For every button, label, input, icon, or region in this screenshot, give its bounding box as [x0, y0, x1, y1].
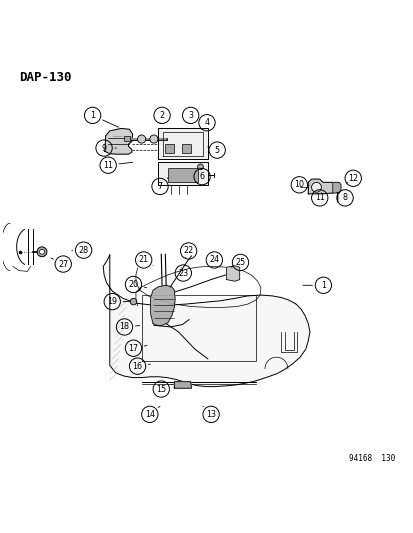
Polygon shape — [332, 182, 340, 193]
Text: 6: 6 — [199, 172, 204, 181]
Circle shape — [130, 298, 136, 305]
Polygon shape — [103, 255, 309, 386]
Text: 1: 1 — [90, 111, 95, 120]
Text: 4: 4 — [204, 118, 209, 127]
Polygon shape — [104, 128, 132, 154]
Text: 12: 12 — [347, 174, 357, 183]
Polygon shape — [158, 162, 207, 185]
Text: 21: 21 — [138, 255, 148, 264]
Text: 27: 27 — [58, 260, 68, 269]
Text: 14: 14 — [145, 410, 154, 419]
Text: 24: 24 — [209, 255, 219, 264]
Circle shape — [150, 135, 158, 143]
Text: 8: 8 — [342, 193, 347, 203]
Text: 7: 7 — [157, 182, 162, 191]
Text: 10: 10 — [294, 180, 304, 189]
Text: 22: 22 — [183, 246, 193, 255]
Text: 28: 28 — [78, 246, 88, 255]
Polygon shape — [226, 265, 239, 281]
Text: 2: 2 — [159, 111, 164, 120]
Text: DAP-130: DAP-130 — [19, 71, 71, 84]
Text: 1: 1 — [320, 281, 325, 290]
Text: 19: 19 — [107, 297, 117, 306]
Polygon shape — [174, 382, 191, 388]
Polygon shape — [182, 144, 191, 153]
Text: 25: 25 — [235, 258, 245, 267]
Text: 15: 15 — [156, 384, 166, 393]
Polygon shape — [165, 144, 174, 153]
Polygon shape — [123, 136, 130, 141]
Text: 20: 20 — [128, 280, 138, 289]
Polygon shape — [150, 285, 175, 325]
Polygon shape — [167, 168, 197, 182]
Text: 9: 9 — [101, 143, 107, 152]
Circle shape — [137, 135, 145, 143]
Text: 13: 13 — [206, 410, 216, 419]
Text: 5: 5 — [214, 146, 219, 155]
Text: 3: 3 — [188, 111, 193, 120]
Circle shape — [37, 247, 47, 257]
Text: 18: 18 — [119, 322, 129, 332]
Text: 17: 17 — [128, 344, 138, 353]
Text: 94168  130: 94168 130 — [348, 454, 394, 463]
Polygon shape — [158, 128, 207, 159]
Text: 11: 11 — [314, 193, 324, 203]
Circle shape — [40, 249, 44, 254]
Circle shape — [311, 182, 320, 192]
Text: 23: 23 — [178, 269, 188, 278]
Text: 16: 16 — [132, 362, 142, 370]
Circle shape — [197, 164, 203, 169]
Polygon shape — [308, 179, 337, 194]
Text: 11: 11 — [103, 161, 113, 169]
